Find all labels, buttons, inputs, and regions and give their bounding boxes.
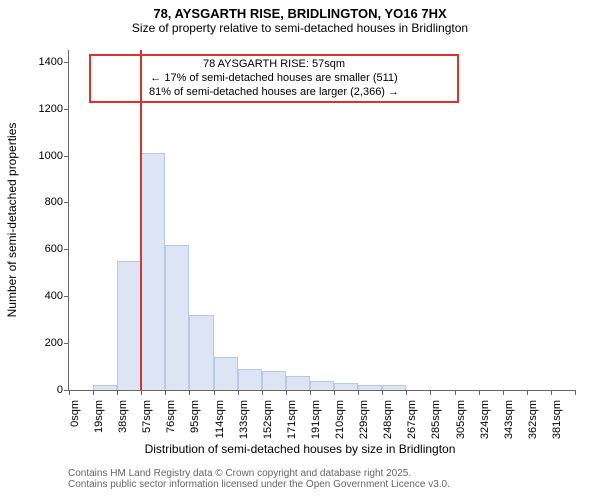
footer-attribution: Contains HM Land Registry data © Crown c… bbox=[68, 468, 450, 490]
x-tick-label: 285sqm bbox=[430, 396, 442, 439]
x-tick-mark bbox=[430, 390, 431, 395]
x-tick-mark bbox=[310, 390, 311, 395]
x-tick-label: 133sqm bbox=[238, 396, 250, 439]
histogram-bar bbox=[262, 371, 286, 390]
y-axis-label: Number of semi-detached properties bbox=[5, 123, 19, 318]
x-tick-label: 76sqm bbox=[165, 396, 177, 433]
x-tick-label: 210sqm bbox=[334, 396, 346, 439]
property-callout: 78 AYSGARTH RISE: 57sqm ← 17% of semi-de… bbox=[89, 54, 459, 103]
histogram-bar bbox=[117, 261, 141, 390]
histogram-bar bbox=[165, 245, 189, 390]
histogram-bar bbox=[286, 376, 310, 390]
y-tick-mark bbox=[64, 343, 69, 344]
x-tick-mark bbox=[262, 390, 263, 395]
x-tick-mark bbox=[358, 390, 359, 395]
histogram-bar bbox=[141, 153, 165, 390]
x-tick-label: 19sqm bbox=[93, 396, 105, 433]
x-tick-mark bbox=[503, 390, 504, 395]
histogram-bar bbox=[334, 383, 358, 390]
x-tick-mark bbox=[527, 390, 528, 395]
histogram-bar bbox=[238, 369, 262, 390]
x-tick-label: 152sqm bbox=[262, 396, 274, 439]
histogram-bar bbox=[358, 385, 382, 390]
x-tick-label: 57sqm bbox=[141, 396, 153, 433]
chart-title: 78, AYSGARTH RISE, BRIDLINGTON, YO16 7HX bbox=[0, 0, 600, 21]
x-tick-label: 248sqm bbox=[382, 396, 394, 439]
x-tick-mark bbox=[406, 390, 407, 395]
chart-subtitle: Size of property relative to semi-detach… bbox=[0, 21, 600, 35]
histogram-bar bbox=[214, 357, 238, 390]
x-tick-mark bbox=[334, 390, 335, 395]
plot-area: 78 AYSGARTH RISE: 57sqm ← 17% of semi-de… bbox=[68, 50, 575, 391]
y-tick-mark bbox=[64, 156, 69, 157]
histogram-bar bbox=[189, 315, 213, 390]
x-tick-mark bbox=[93, 390, 94, 395]
x-axis-label: Distribution of semi-detached houses by … bbox=[0, 442, 600, 456]
x-tick-mark bbox=[238, 390, 239, 395]
x-tick-label: 381sqm bbox=[551, 396, 563, 439]
y-tick-mark bbox=[64, 249, 69, 250]
x-tick-mark bbox=[551, 390, 552, 395]
callout-line-1: 78 AYSGARTH RISE: 57sqm bbox=[97, 58, 451, 72]
x-tick-mark bbox=[69, 390, 70, 395]
x-tick-label: 362sqm bbox=[527, 396, 539, 439]
x-tick-label: 229sqm bbox=[358, 396, 370, 439]
histogram-bar bbox=[93, 385, 117, 390]
x-tick-mark bbox=[214, 390, 215, 395]
x-tick-label: 114sqm bbox=[214, 396, 226, 438]
x-tick-label: 0sqm bbox=[69, 396, 81, 427]
y-tick-mark bbox=[64, 109, 69, 110]
x-tick-label: 267sqm bbox=[406, 396, 418, 439]
y-tick-mark bbox=[64, 202, 69, 203]
footer-line-1: Contains HM Land Registry data © Crown c… bbox=[68, 468, 450, 479]
x-tick-label: 324sqm bbox=[479, 396, 491, 439]
x-tick-mark bbox=[286, 390, 287, 395]
x-tick-mark bbox=[382, 390, 383, 395]
x-tick-mark bbox=[455, 390, 456, 395]
x-tick-label: 95sqm bbox=[189, 396, 201, 433]
x-tick-mark bbox=[189, 390, 190, 395]
x-tick-mark bbox=[141, 390, 142, 395]
footer-line-2: Contains public sector information licen… bbox=[68, 479, 450, 490]
histogram-bar bbox=[310, 381, 334, 390]
callout-line-3: 81% of semi-detached houses are larger (… bbox=[97, 86, 451, 100]
x-tick-mark bbox=[575, 390, 576, 395]
y-tick-mark bbox=[64, 62, 69, 63]
y-tick-mark bbox=[64, 296, 69, 297]
callout-line-2: ← 17% of semi-detached houses are smalle… bbox=[97, 72, 451, 86]
x-tick-mark bbox=[479, 390, 480, 395]
x-tick-label: 305sqm bbox=[455, 396, 467, 439]
x-tick-label: 343sqm bbox=[503, 396, 515, 439]
x-tick-mark bbox=[117, 390, 118, 395]
x-tick-label: 191sqm bbox=[310, 396, 322, 439]
x-tick-label: 171sqm bbox=[286, 396, 298, 439]
histogram-bar bbox=[382, 385, 406, 390]
property-marker-line bbox=[140, 50, 142, 390]
x-tick-mark bbox=[165, 390, 166, 395]
chart-container: 78, AYSGARTH RISE, BRIDLINGTON, YO16 7HX… bbox=[0, 0, 600, 500]
x-tick-label: 38sqm bbox=[117, 396, 129, 433]
